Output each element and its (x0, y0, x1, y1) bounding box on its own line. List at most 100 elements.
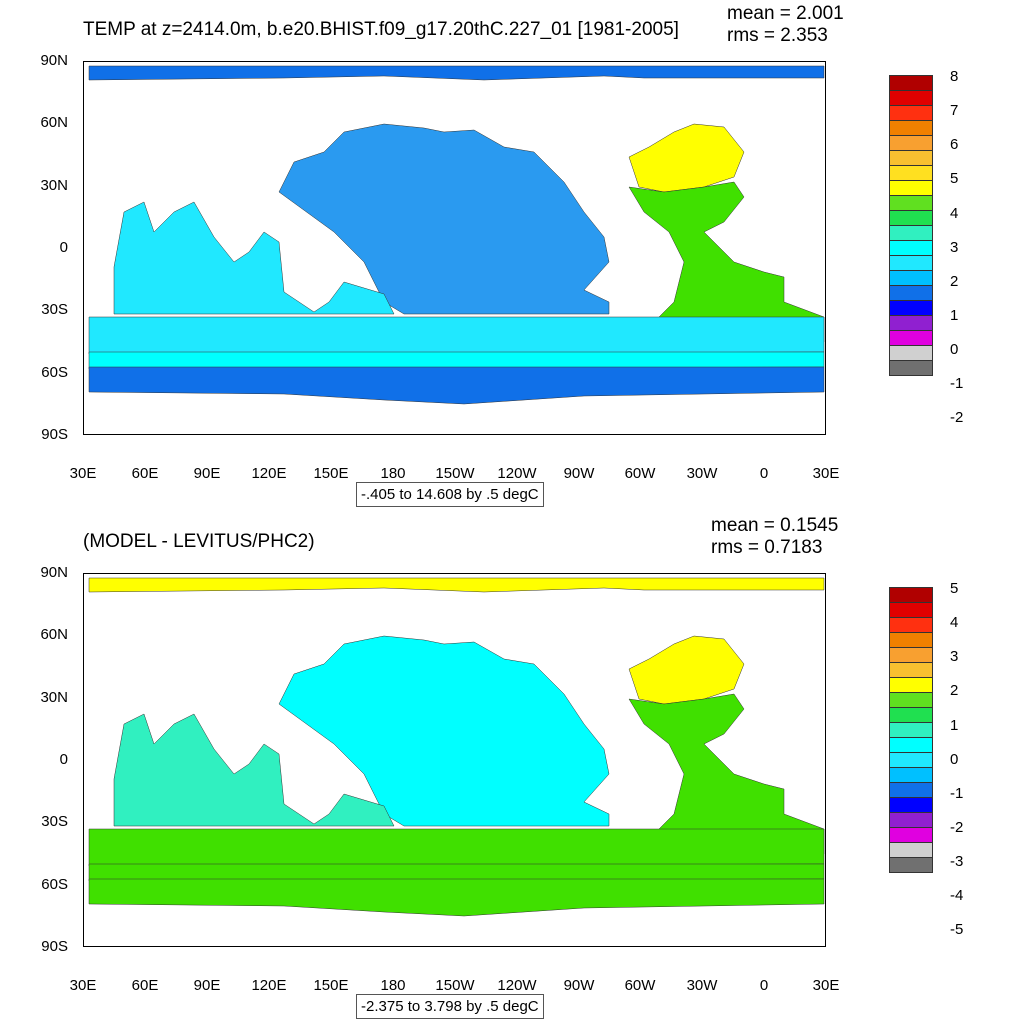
contour-info: -.405 to 14.608 by .5 degC (356, 482, 544, 507)
ocean-arctic (88, 577, 825, 593)
mean-label: mean = 2.001 (727, 3, 844, 24)
legend-swatch (889, 195, 933, 211)
legend-swatch (889, 165, 933, 181)
rms-label: rms = 0.7183 (711, 537, 823, 558)
mean-label: mean = 0.1545 (711, 515, 839, 536)
ocean-atlantic (628, 693, 825, 855)
x-tick: 90E (193, 465, 221, 482)
x-tick: 180 (380, 977, 406, 994)
y-tick: 0 (59, 751, 68, 768)
legend-swatch (889, 105, 933, 121)
legend-swatch (889, 722, 933, 738)
y-tick: 90S (41, 938, 68, 955)
legend-label: 7 (950, 102, 959, 119)
ocean-southern-cyan (88, 351, 825, 370)
x-tick: 30E (812, 465, 840, 482)
y-tick: 60N (40, 626, 68, 643)
legend-label: 5 (950, 580, 959, 597)
y-tick: 60N (40, 114, 68, 131)
legend-swatch (889, 602, 933, 618)
legend-swatch (889, 842, 933, 858)
legend-label: 4 (950, 205, 959, 222)
x-tick: 120E (251, 977, 287, 994)
y-tick: 30N (40, 689, 68, 706)
legend-label: 2 (950, 682, 959, 699)
legend-swatch (889, 737, 933, 753)
legend-label: -2 (950, 409, 964, 426)
legend-swatch (889, 647, 933, 663)
ocean-indian (113, 713, 395, 827)
legend-swatch (889, 225, 933, 241)
ocean-atlantic (628, 181, 825, 343)
y-tick: 0 (59, 239, 68, 256)
legend-label: 3 (950, 239, 959, 256)
legend-swatch (889, 692, 933, 708)
x-tick: 60W (624, 465, 656, 482)
legend-swatch (889, 120, 933, 136)
legend-label: 0 (950, 751, 959, 768)
x-tick: 150E (313, 465, 349, 482)
x-tick: 0 (759, 465, 769, 482)
panel-bottom: (MODEL - LEVITUS/PHC2) mean = 0.1545 rms… (0, 512, 1024, 1024)
map-svg (88, 65, 825, 405)
x-tick: 120W (497, 465, 537, 482)
legend-label: -1 (950, 375, 964, 392)
legend-swatch (889, 662, 933, 678)
ocean-indian (113, 201, 395, 315)
legend-swatch (889, 587, 933, 603)
legend-swatch (889, 677, 933, 693)
ocean-pacific (278, 123, 610, 315)
ocean-antarctic (88, 878, 825, 917)
map-title: TEMP at z=2414.0m, b.e20.BHIST.f09_g17.2… (83, 19, 679, 40)
legend-label: 4 (950, 614, 959, 631)
panel-top: TEMP at z=2414.0m, b.e20.BHIST.f09_g17.2… (40, 3, 964, 507)
legend-label: 8 (950, 68, 959, 85)
legend-label: 1 (950, 307, 959, 324)
map-plot (83, 61, 826, 435)
x-tick: 90W (563, 465, 595, 482)
ocean-southern-cyan (88, 863, 825, 882)
legend-label: -4 (950, 887, 964, 904)
ocean-southern-belt (88, 316, 825, 355)
ocean-north-atlantic (628, 123, 745, 193)
rms-label: rms = 2.353 (727, 25, 828, 46)
legend-swatch (889, 827, 933, 843)
x-tick: 60E (131, 977, 159, 994)
x-tick: 30E (69, 977, 97, 994)
map-svg (88, 577, 825, 917)
x-tick: 90W (563, 977, 595, 994)
legend-swatch (889, 617, 933, 633)
x-tick: 30W (686, 977, 718, 994)
map-title: (MODEL - LEVITUS/PHC2) (83, 531, 315, 552)
legend-swatch (889, 632, 933, 648)
legend-label: 0 (950, 341, 959, 358)
y-tick: 30S (41, 301, 68, 318)
legend-label: -5 (950, 921, 964, 938)
legend-swatch (889, 285, 933, 301)
legend-swatch (889, 135, 933, 151)
legend-swatch (889, 345, 933, 361)
x-tick: 90E (193, 977, 221, 994)
y-tick: 90N (40, 52, 68, 69)
legend-label: -2 (950, 819, 964, 836)
map-plot (83, 573, 826, 947)
x-tick: 30W (686, 465, 718, 482)
x-tick: 150W (435, 465, 475, 482)
contour-info: -2.375 to 3.798 by .5 degC (356, 994, 544, 1019)
legend-swatch (889, 240, 933, 256)
legend-swatch (889, 857, 933, 873)
legend-swatch (889, 707, 933, 723)
y-tick: 60S (41, 364, 68, 381)
ocean-pacific (278, 635, 610, 827)
y-tick: 90S (41, 426, 68, 443)
legend-swatch (889, 210, 933, 226)
x-tick: 180 (380, 465, 406, 482)
y-tick: 90N (40, 564, 68, 581)
y-tick: 30N (40, 177, 68, 194)
x-tick: 60W (624, 977, 656, 994)
legend-swatch (889, 90, 933, 106)
x-tick: 0 (759, 977, 769, 994)
color-legend (889, 75, 933, 376)
y-tick: 60S (41, 876, 68, 893)
legend-swatch (889, 360, 933, 376)
